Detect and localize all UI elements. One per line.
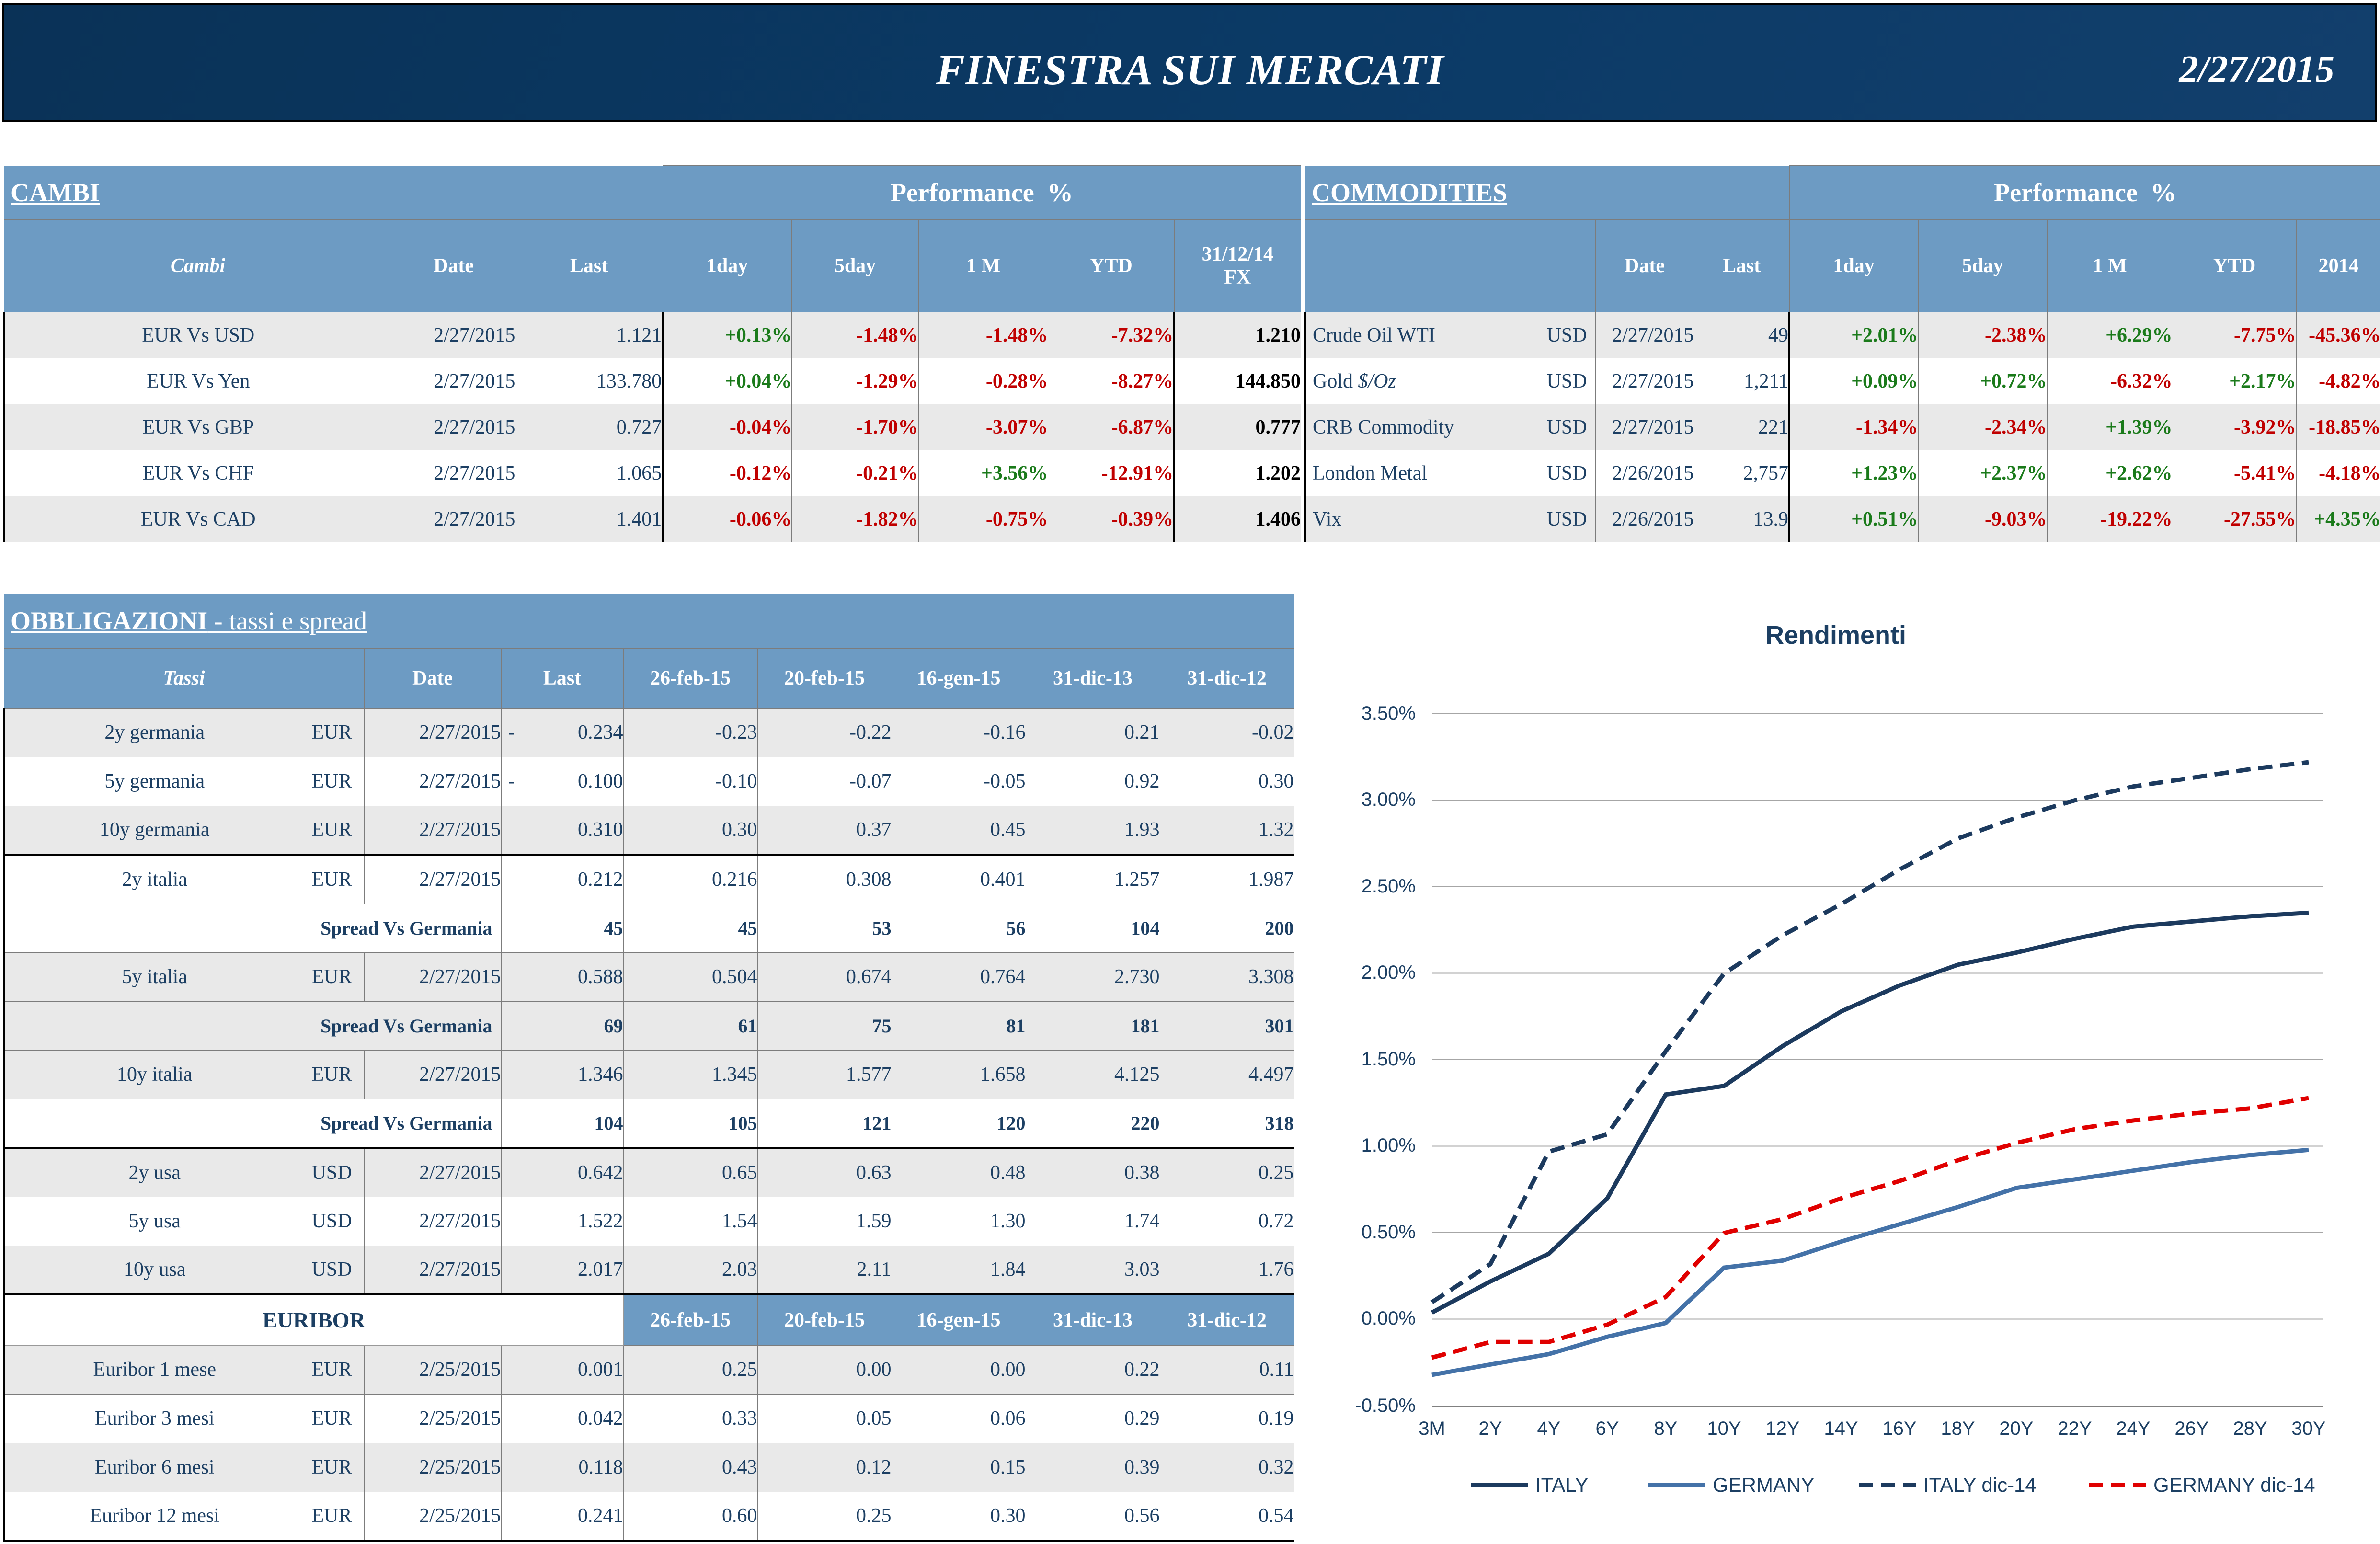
svg-text:26Y: 26Y bbox=[2174, 1418, 2208, 1439]
svg-text:0.00%: 0.00% bbox=[1362, 1308, 1416, 1329]
svg-text:20Y: 20Y bbox=[1999, 1418, 2033, 1439]
svg-text:1.00%: 1.00% bbox=[1362, 1135, 1416, 1156]
svg-text:30Y: 30Y bbox=[2291, 1418, 2325, 1439]
svg-text:4Y: 4Y bbox=[1537, 1418, 1561, 1439]
svg-text:24Y: 24Y bbox=[2116, 1418, 2150, 1439]
svg-text:-0.50%: -0.50% bbox=[1355, 1395, 1416, 1416]
svg-text:GERMANY dic-14: GERMANY dic-14 bbox=[2153, 1474, 2315, 1496]
svg-text:0.50%: 0.50% bbox=[1362, 1222, 1416, 1243]
svg-text:28Y: 28Y bbox=[2233, 1418, 2267, 1439]
svg-text:2.00%: 2.00% bbox=[1362, 962, 1416, 983]
svg-text:ITALY: ITALY bbox=[1535, 1474, 1588, 1496]
svg-text:14Y: 14Y bbox=[1824, 1418, 1858, 1439]
svg-text:8Y: 8Y bbox=[1654, 1418, 1678, 1439]
svg-text:16Y: 16Y bbox=[1882, 1418, 1916, 1439]
svg-text:2.50%: 2.50% bbox=[1362, 876, 1416, 897]
svg-text:3.50%: 3.50% bbox=[1362, 703, 1416, 724]
svg-text:ITALY dic-14: ITALY dic-14 bbox=[1923, 1474, 2037, 1496]
svg-text:2Y: 2Y bbox=[1479, 1418, 1502, 1439]
svg-text:3.00%: 3.00% bbox=[1362, 789, 1416, 810]
svg-text:10Y: 10Y bbox=[1707, 1418, 1741, 1439]
svg-text:6Y: 6Y bbox=[1596, 1418, 1619, 1439]
svg-text:12Y: 12Y bbox=[1765, 1418, 1799, 1439]
svg-text:3M: 3M bbox=[1419, 1418, 1445, 1439]
svg-text:22Y: 22Y bbox=[2058, 1418, 2092, 1439]
svg-text:1.50%: 1.50% bbox=[1362, 1049, 1416, 1070]
svg-text:18Y: 18Y bbox=[1941, 1418, 1975, 1439]
svg-text:GERMANY: GERMANY bbox=[1713, 1474, 1814, 1496]
